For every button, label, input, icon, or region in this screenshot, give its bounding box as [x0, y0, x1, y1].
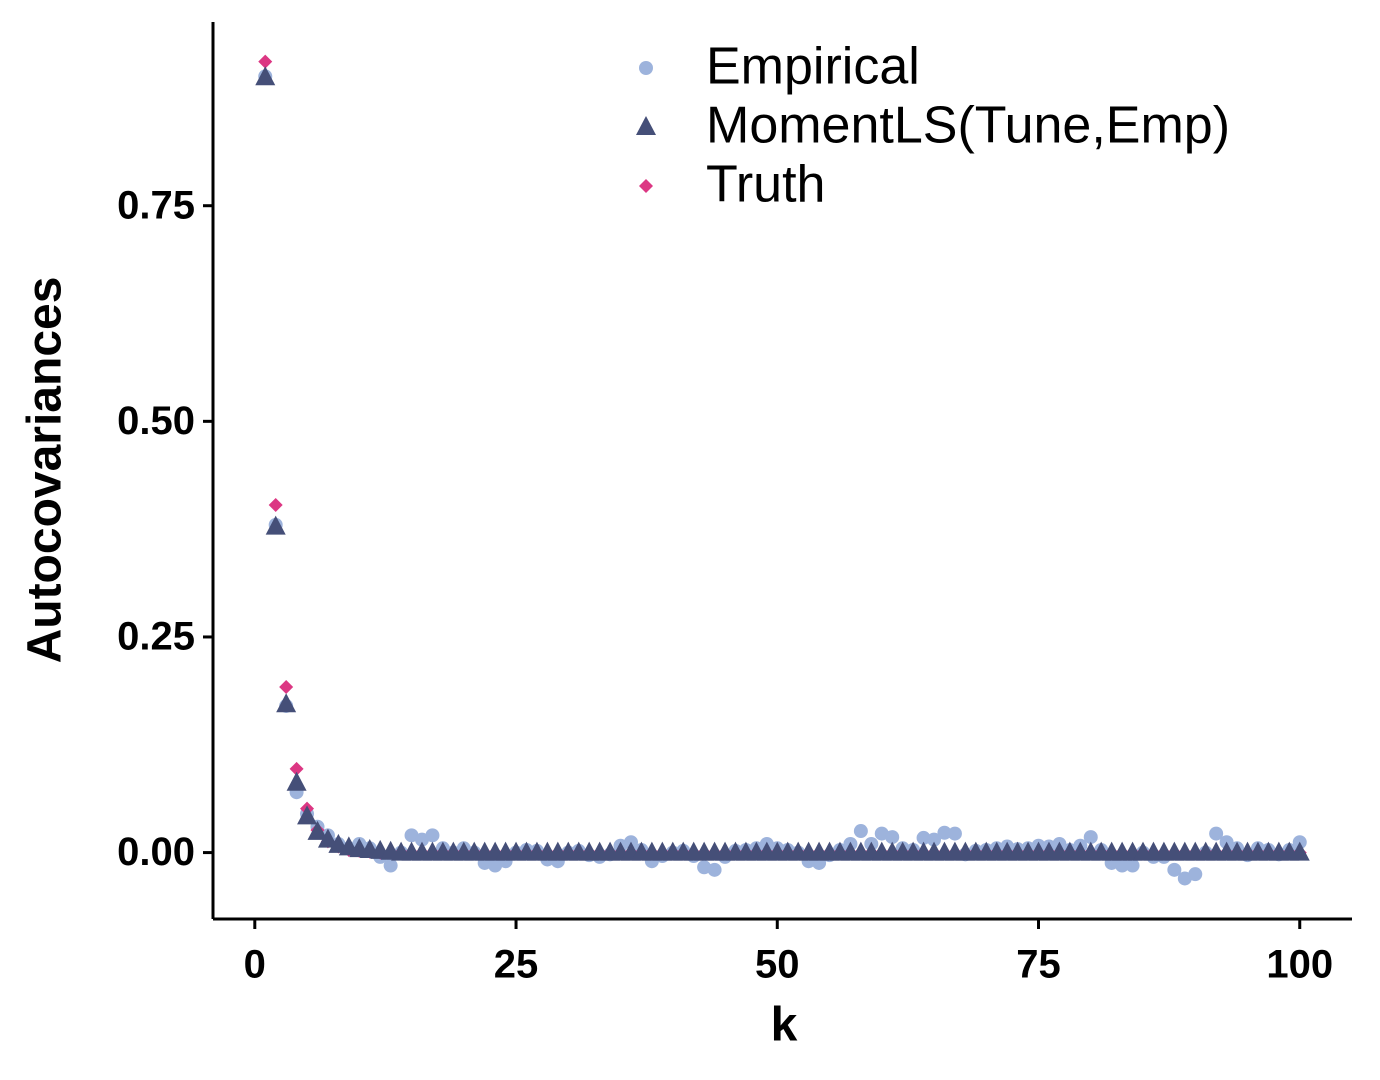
x-tick-label: 75: [1016, 943, 1061, 987]
point: [1209, 826, 1224, 841]
legend-symbol: [639, 179, 653, 193]
point: [307, 820, 328, 840]
point: [383, 858, 398, 873]
point: [265, 515, 286, 535]
x-tick-label: 25: [494, 943, 539, 987]
point: [425, 828, 440, 843]
point: [276, 693, 297, 713]
point: [853, 824, 868, 839]
point: [286, 771, 307, 791]
point: [1083, 830, 1098, 845]
y-tick-label: 0.00: [117, 830, 195, 874]
x-axis-title: k: [771, 999, 798, 1052]
point: [947, 826, 962, 841]
point: [885, 830, 900, 845]
point: [279, 679, 294, 694]
point: [297, 805, 318, 825]
x-tick-label: 50: [755, 943, 800, 987]
y-tick-label: 0.25: [117, 615, 195, 659]
x-tick-label: 100: [1266, 943, 1333, 987]
point: [1167, 862, 1182, 877]
point: [1188, 867, 1203, 882]
legend-label: Truth: [706, 156, 825, 214]
point: [317, 828, 338, 848]
point: [289, 761, 304, 776]
legend-label: Empirical: [706, 38, 920, 96]
point: [1115, 858, 1130, 873]
legend-symbol: [636, 116, 656, 135]
y-axis-title: Autocovariances: [19, 277, 72, 664]
point: [937, 825, 952, 840]
point: [258, 54, 273, 69]
point: [1289, 841, 1310, 861]
legend-symbol: [639, 61, 653, 75]
legend-label: MomentLS(Tune,Emp): [706, 97, 1230, 155]
y-tick-label: 0.50: [117, 399, 195, 443]
point: [697, 860, 712, 875]
point: [927, 832, 942, 847]
point: [1125, 858, 1140, 873]
y-tick-label: 0.75: [117, 183, 195, 227]
point: [916, 830, 931, 845]
point: [255, 66, 276, 86]
x-tick-label: 0: [244, 943, 266, 987]
point: [268, 498, 283, 512]
point: [707, 862, 722, 877]
